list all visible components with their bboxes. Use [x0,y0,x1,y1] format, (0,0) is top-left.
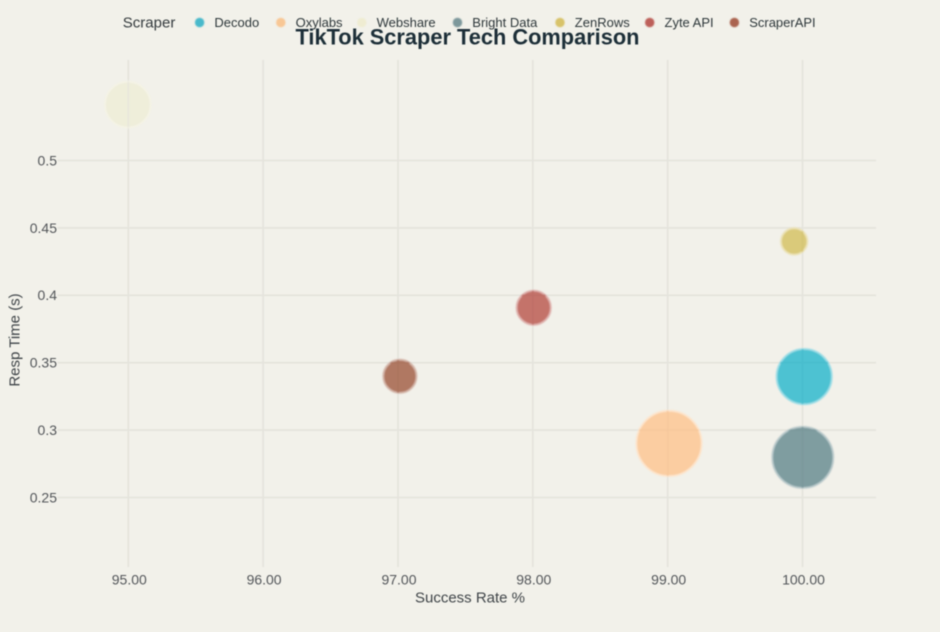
svg-text:95.00: 95.00 [112,571,147,587]
svg-text:Scraper: Scraper [123,14,176,31]
svg-text:0.3: 0.3 [38,422,58,438]
svg-text:0.5: 0.5 [38,152,58,168]
svg-text:100.00: 100.00 [782,571,825,587]
svg-text:Webshare: Webshare [377,15,436,30]
svg-text:0.4: 0.4 [38,287,58,303]
svg-text:98.00: 98.00 [516,571,551,587]
svg-text:0.25: 0.25 [30,489,57,505]
svg-text:ZenRows: ZenRows [575,15,630,30]
svg-text:0.35: 0.35 [30,355,57,371]
svg-text:Resp Time (s): Resp Time (s) [6,293,23,386]
svg-text:Success Rate %: Success Rate % [415,590,525,607]
svg-text:TikTok Scraper Tech Comparison: TikTok Scraper Tech Comparison [295,25,639,50]
svg-text:ScraperAPI: ScraperAPI [749,15,815,30]
svg-text:96.00: 96.00 [247,571,282,587]
svg-text:0.45: 0.45 [30,220,57,236]
svg-text:97.00: 97.00 [381,571,416,587]
svg-text:Oxylabs: Oxylabs [296,15,343,30]
svg-text:Decodo: Decodo [214,15,259,30]
svg-text:99.00: 99.00 [651,571,686,587]
svg-text:Zyte API: Zyte API [665,15,714,30]
svg-text:Bright Data: Bright Data [472,15,538,30]
